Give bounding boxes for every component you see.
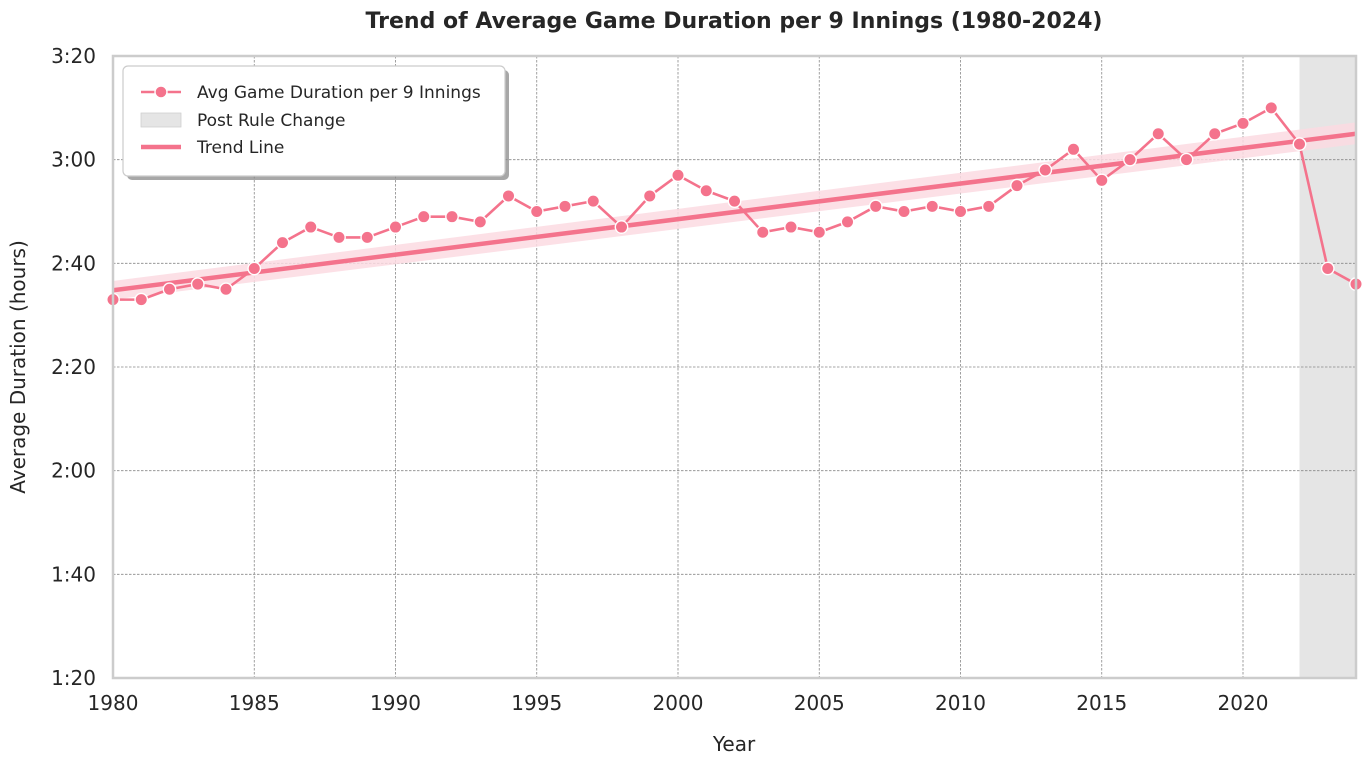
y-tick-label: 3:20 xyxy=(51,44,96,68)
data-point xyxy=(586,194,601,209)
data-point xyxy=(332,230,346,245)
data-point xyxy=(1094,173,1109,188)
data-point xyxy=(868,199,883,214)
y-axis-label: Average Duration (hours) xyxy=(6,240,30,494)
legend-shade-swatch xyxy=(140,112,182,128)
data-point xyxy=(642,189,657,203)
legend-series-label: Avg Game Duration per 9 Innings xyxy=(197,83,481,103)
data-point xyxy=(1123,152,1137,167)
y-tick-label: 1:40 xyxy=(51,562,96,586)
x-tick-label: 1995 xyxy=(511,691,562,715)
data-point xyxy=(1207,126,1222,141)
legend-box xyxy=(122,65,506,177)
data-point xyxy=(925,199,940,214)
data-point xyxy=(303,220,318,234)
x-tick-label: 2015 xyxy=(1076,691,1127,715)
data-point xyxy=(755,225,770,240)
plot-area: 1980 1985 1990 1995 2000 2005 2010 2015 2020 1:20… xyxy=(51,44,1363,715)
data-point xyxy=(1179,152,1194,167)
x-axis-label: Year xyxy=(712,732,756,756)
trend-line xyxy=(112,131,1357,293)
data-point xyxy=(275,235,290,250)
data-point xyxy=(501,189,516,203)
legend-trend-label: Trend Line xyxy=(196,138,284,158)
data-point xyxy=(162,282,177,297)
data-point xyxy=(247,261,262,276)
y-tick-label: 2:40 xyxy=(51,251,96,275)
data-point xyxy=(727,194,742,209)
data-point xyxy=(699,183,714,198)
x-tick-label: 2005 xyxy=(794,691,845,715)
x-tick-label: 1985 xyxy=(229,691,280,715)
data-point xyxy=(416,209,431,224)
y-tick-label: 2:00 xyxy=(51,459,96,483)
data-point xyxy=(190,277,205,291)
data-point xyxy=(529,204,544,219)
data-point xyxy=(953,204,968,219)
x-tick-label: 2000 xyxy=(653,691,704,715)
data-point xyxy=(134,292,149,307)
data-point xyxy=(1010,178,1024,193)
x-tick-label: 2020 xyxy=(1218,691,1269,715)
x-tick-label: 1990 xyxy=(370,691,421,715)
legend-shade-label: Post Rule Change xyxy=(197,111,345,131)
data-point xyxy=(1151,126,1166,141)
data-point xyxy=(1264,100,1279,115)
data-point xyxy=(445,209,459,224)
y-tick-label: 2:20 xyxy=(51,355,96,379)
data-point xyxy=(1236,116,1250,131)
data-point xyxy=(219,282,233,297)
legend-series-swatch-marker xyxy=(154,85,168,99)
plot-frame xyxy=(111,54,1358,680)
data-point xyxy=(812,225,827,240)
data-point xyxy=(558,199,572,214)
legend: Avg Game Duration per 9 Innings Post Rule… xyxy=(122,65,509,180)
x-tick-label: 1980 xyxy=(88,691,139,715)
data-point xyxy=(784,220,798,234)
data-point xyxy=(1066,142,1081,157)
data-point xyxy=(897,204,911,219)
y-tick-label: 1:20 xyxy=(51,666,96,690)
data-point xyxy=(1320,261,1335,276)
data-point xyxy=(1292,137,1307,152)
x-tick-label: 2010 xyxy=(935,691,986,715)
data-point xyxy=(388,220,403,234)
data-point xyxy=(840,214,855,229)
data-point xyxy=(360,230,375,245)
data-point xyxy=(981,199,996,214)
data-point xyxy=(1038,163,1053,177)
data-point xyxy=(671,168,685,183)
chart-title: Trend of Average Game Duration per 9 Inn… xyxy=(366,9,1103,34)
data-point xyxy=(473,214,488,229)
y-tick-label: 3:00 xyxy=(51,148,96,172)
data-point xyxy=(614,220,629,234)
